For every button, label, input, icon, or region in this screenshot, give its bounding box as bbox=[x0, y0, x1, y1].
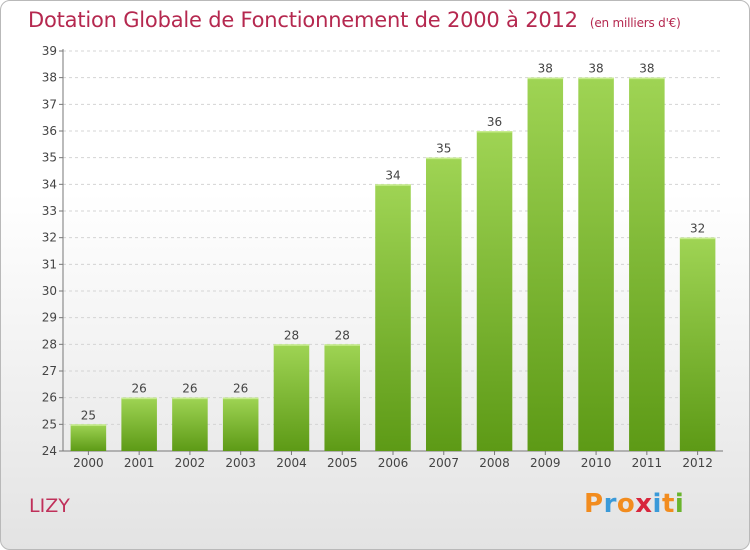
bar bbox=[527, 77, 564, 452]
logo-letter: o bbox=[616, 489, 636, 519]
bar bbox=[426, 157, 462, 451]
bar bbox=[324, 344, 360, 451]
logo-letter: x bbox=[635, 489, 653, 519]
data-label: 25 bbox=[81, 408, 96, 422]
y-tick-label: 30 bbox=[42, 284, 57, 298]
bar bbox=[476, 131, 513, 451]
bar bbox=[578, 77, 614, 452]
y-tick-label: 31 bbox=[42, 257, 57, 271]
x-tick-label: 2009 bbox=[530, 456, 561, 470]
bar-highlight bbox=[629, 77, 665, 80]
data-label: 26 bbox=[132, 382, 147, 396]
y-tick-label: 27 bbox=[42, 364, 57, 378]
data-labels: 25 26 26 26 28 28 34 35 36 38 38 38 32 bbox=[81, 62, 706, 423]
y-tick-label: 37 bbox=[42, 97, 57, 111]
bar-highlight bbox=[121, 397, 157, 400]
bar bbox=[121, 397, 157, 451]
chart-subtitle: (en milliers d'€) bbox=[589, 16, 681, 30]
x-tick-label: 2001 bbox=[124, 456, 155, 470]
data-label: 35 bbox=[436, 142, 451, 156]
logo-letter: i bbox=[674, 489, 685, 519]
bar bbox=[172, 397, 208, 451]
data-label: 34 bbox=[385, 168, 400, 182]
bar bbox=[273, 344, 310, 451]
bar-highlight bbox=[527, 77, 564, 80]
y-tick-label: 29 bbox=[42, 311, 57, 325]
logo-letter: P bbox=[584, 489, 604, 519]
y-tick-label: 25 bbox=[42, 417, 57, 431]
bar bbox=[375, 184, 411, 452]
bar-highlight bbox=[222, 397, 259, 400]
bar-highlight bbox=[324, 344, 360, 346]
bar-highlight bbox=[172, 397, 208, 400]
x-tick-label: 2006 bbox=[378, 456, 409, 470]
data-label: 36 bbox=[487, 115, 502, 129]
x-tick-label: 2007 bbox=[428, 456, 459, 470]
bar-highlight bbox=[426, 157, 462, 160]
city-name: LIZY bbox=[29, 495, 70, 517]
y-tick-label: 39 bbox=[42, 44, 57, 58]
bars bbox=[70, 77, 716, 452]
x-tick-label: 2004 bbox=[276, 456, 307, 470]
bar-highlight bbox=[679, 237, 716, 240]
y-tick-label: 34 bbox=[42, 177, 57, 191]
data-label: 28 bbox=[284, 328, 299, 342]
y-tick-label: 38 bbox=[42, 71, 57, 85]
bar bbox=[629, 77, 665, 452]
logo-letter: t bbox=[661, 489, 675, 519]
x-tick-label: 2012 bbox=[682, 456, 713, 470]
y-tick-label: 26 bbox=[42, 391, 57, 405]
bar bbox=[70, 424, 107, 451]
y-tick-label: 24 bbox=[42, 444, 57, 458]
data-label: 38 bbox=[639, 62, 654, 76]
x-tick-label: 2002 bbox=[175, 456, 206, 470]
x-tick-label: 2003 bbox=[225, 456, 256, 470]
bar-highlight bbox=[70, 424, 107, 426]
x-tick-label: 2000 bbox=[73, 456, 104, 470]
data-label: 26 bbox=[182, 382, 197, 396]
logo-letter: i bbox=[652, 489, 662, 519]
y-tick-label: 36 bbox=[42, 124, 57, 138]
x-tick-label: 2011 bbox=[632, 456, 663, 470]
y-tick-label: 32 bbox=[42, 231, 57, 245]
x-tick-label: 2010 bbox=[581, 456, 612, 470]
data-label: 32 bbox=[690, 222, 705, 236]
bar-highlight bbox=[578, 77, 614, 80]
bar-highlight bbox=[273, 344, 310, 346]
data-label: 28 bbox=[335, 328, 350, 342]
y-tick-label: 35 bbox=[42, 151, 57, 165]
bar bbox=[679, 237, 716, 451]
x-tick-label: 2005 bbox=[327, 456, 358, 470]
chart-title-text: Dotation Globale de Fonctionnement de 20… bbox=[28, 8, 578, 32]
y-tick-label: 28 bbox=[42, 337, 57, 351]
logo-letter: r bbox=[603, 489, 617, 519]
bar-highlight bbox=[476, 131, 513, 133]
chart-title: Dotation Globale de Fonctionnement de 20… bbox=[28, 8, 681, 32]
y-tick-label: 33 bbox=[42, 204, 57, 218]
data-label: 38 bbox=[588, 62, 603, 76]
proxiti-logo[interactable]: Proxiti bbox=[584, 489, 684, 519]
bar-highlight bbox=[375, 184, 411, 186]
data-label: 26 bbox=[233, 382, 248, 396]
bar bbox=[222, 397, 259, 451]
data-label: 38 bbox=[538, 62, 553, 76]
x-tick-label: 2008 bbox=[479, 456, 510, 470]
